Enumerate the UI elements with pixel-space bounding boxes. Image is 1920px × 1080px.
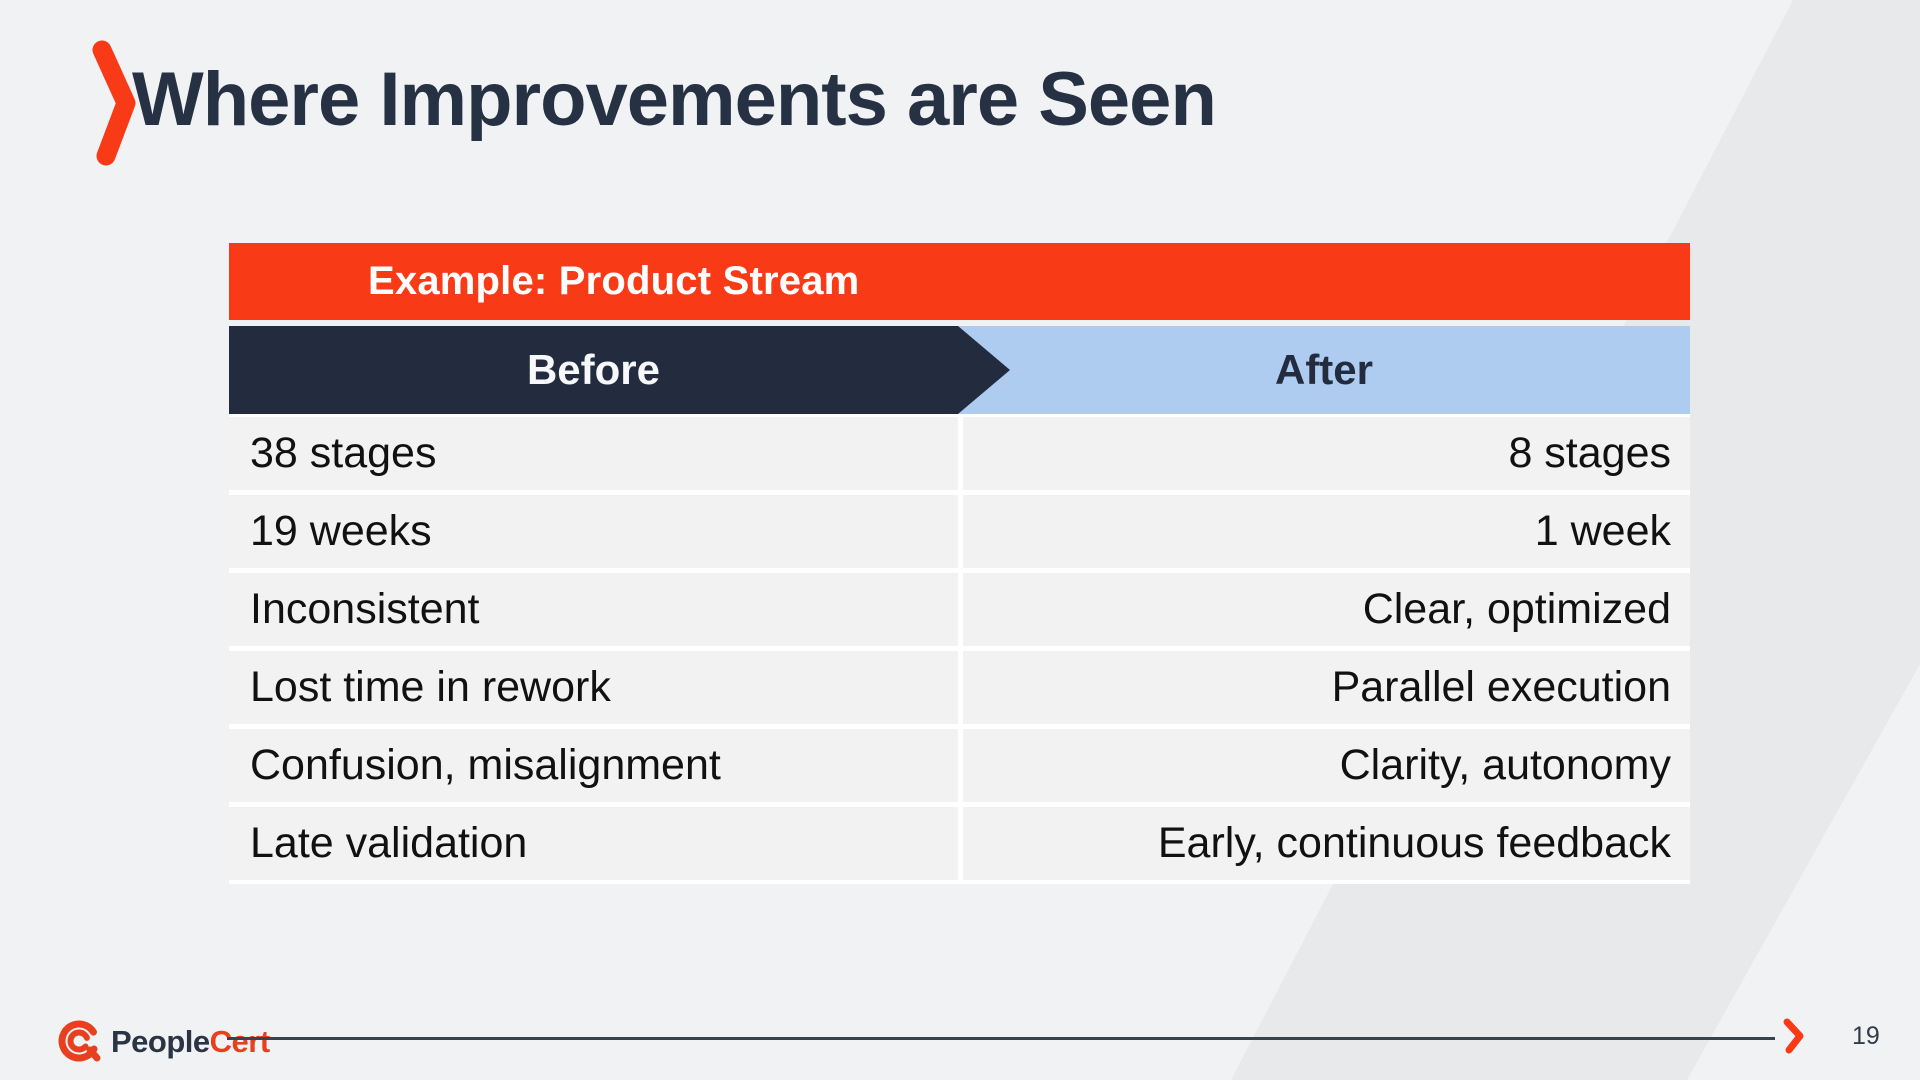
column-header-before: Before	[526, 346, 661, 393]
column-header-after: After	[1274, 346, 1373, 393]
table-cell-before: 19 weeks	[229, 495, 958, 568]
peoplecert-logo: PeopleCert	[56, 1018, 270, 1066]
wordmark-cert: Cert	[209, 1024, 271, 1059]
page-number: 19	[1852, 1022, 1880, 1050]
before-column-arrow	[229, 326, 1010, 414]
title-accent-chevron-icon	[92, 40, 136, 166]
table-cell-before: 38 stages	[229, 417, 958, 490]
table-cell-before: Late validation	[229, 807, 958, 880]
table-header-label: Example: Product Stream	[368, 259, 860, 303]
table-cell-after: 8 stages	[963, 417, 1690, 490]
table-cell-after: Clear, optimized	[963, 573, 1690, 646]
footer-divider-line	[227, 1037, 1775, 1040]
table-cell-before: Confusion, misalignment	[229, 729, 958, 802]
wordmark-people: People	[111, 1024, 210, 1059]
table-header-bar: Example: Product Stream	[229, 243, 1690, 320]
table-body: 38 stages 8 stages 19 weeks 1 week Incon…	[229, 414, 1690, 884]
comparison-table: Example: Product Stream Before After 38 …	[229, 243, 1690, 884]
table-cell-after: Clarity, autonomy	[963, 729, 1690, 802]
after-column-band	[958, 326, 1690, 414]
page-title: Where Improvements are Seen	[132, 57, 1217, 142]
column-header-band: Before After	[229, 326, 1690, 414]
table-cell-after: Parallel execution	[963, 651, 1690, 724]
table-cell-after: Early, continuous feedback	[963, 807, 1690, 880]
peoplecert-wordmark: PeopleCert	[111, 1024, 270, 1060]
table-cell-after: 1 week	[963, 495, 1690, 568]
table-cell-before: Lost time in rework	[229, 651, 958, 724]
table-cell-before: Inconsistent	[229, 573, 958, 646]
peoplecert-logo-icon	[58, 1020, 101, 1062]
footer-chevron-icon	[1783, 1018, 1804, 1054]
